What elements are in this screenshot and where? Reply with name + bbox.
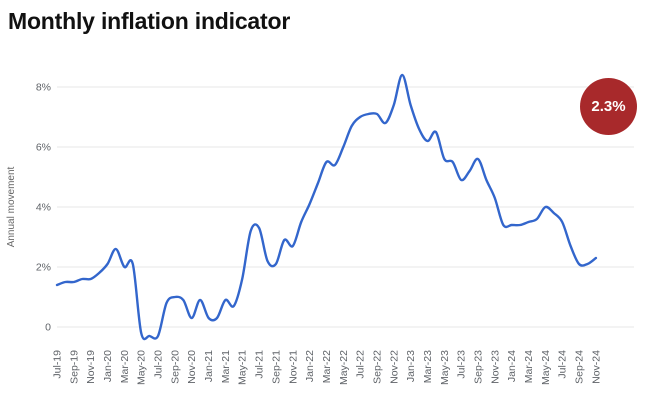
x-tick-label: Nov-19: [85, 350, 97, 384]
x-tick-label: Jan-23: [405, 350, 417, 382]
x-tick-label: Nov-21: [287, 350, 299, 384]
x-tick-label: Nov-22: [388, 350, 400, 384]
x-tick-label: Jan-21: [203, 350, 215, 382]
x-tick-label: Nov-20: [186, 350, 198, 384]
x-tick-label: Jul-20: [153, 350, 165, 379]
latest-value-label: 2.3%: [591, 98, 626, 115]
x-tick-label: Jan-22: [304, 350, 316, 382]
x-tick-label: Jul-22: [355, 350, 367, 379]
x-tick-label: Jul-23: [456, 350, 468, 379]
series-line: [55, 73, 598, 341]
x-tick-label: Jul-21: [254, 350, 266, 379]
latest-value-badge: 2.3%: [580, 78, 637, 135]
x-tick-label: Nov-23: [489, 350, 501, 384]
x-tick-label: Mar-20: [119, 350, 131, 383]
x-tick-label: Jan-20: [102, 350, 114, 382]
x-tick-label: Jul-19: [52, 350, 64, 379]
y-tick-label: 6%: [36, 142, 51, 154]
x-tick-label: Mar-23: [422, 350, 434, 383]
x-tick-label: Sep-22: [371, 350, 383, 384]
x-tick-label: Sep-23: [473, 350, 485, 384]
y-tick-label: 0: [45, 322, 51, 334]
x-tick-label: May-20: [136, 350, 148, 385]
x-tick-label: Sep-19: [68, 350, 80, 384]
y-tick-label: 2%: [36, 262, 51, 274]
x-tick-label: Sep-20: [169, 350, 181, 384]
x-tick-label: Jul-24: [557, 350, 569, 379]
y-tick-label: 4%: [36, 202, 51, 214]
x-tick-label: May-22: [338, 350, 350, 385]
y-axis-title: Annual movement: [6, 166, 17, 247]
x-tick-label: Sep-24: [574, 350, 586, 384]
y-tick-label: 8%: [36, 82, 51, 94]
x-tick-label: Mar-22: [321, 350, 333, 383]
x-tick-label: Sep-21: [270, 350, 282, 384]
x-tick-label: Mar-24: [523, 350, 535, 383]
x-tick-label: Mar-21: [220, 350, 232, 383]
x-tick-label: May-21: [237, 350, 249, 385]
x-tick-label: May-24: [540, 350, 552, 385]
x-tick-label: May-23: [439, 350, 451, 385]
page-title: Monthly inflation indicator: [8, 8, 291, 34]
x-tick-label: Jan-24: [506, 350, 518, 382]
x-tick-label: Nov-24: [590, 350, 602, 384]
